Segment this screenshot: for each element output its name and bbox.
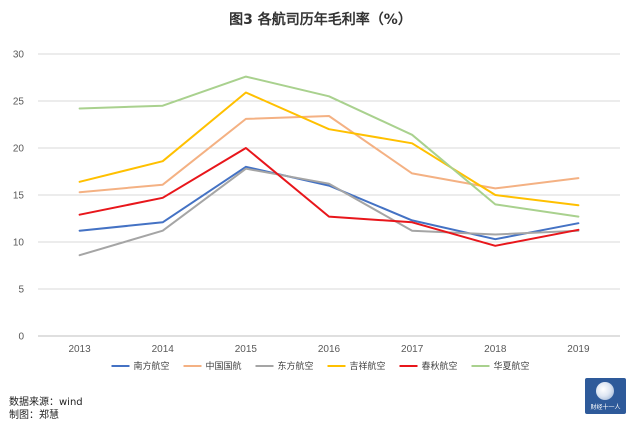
x-tick-label: 2013 xyxy=(68,344,91,355)
series-line-2 xyxy=(78,115,580,194)
x-tick-label: 2018 xyxy=(484,344,507,355)
y-tick-label: 30 xyxy=(13,50,25,61)
x-tick-label: 2015 xyxy=(235,344,258,355)
series-line-1 xyxy=(78,165,580,241)
legend-label: 中国国航 xyxy=(206,360,242,372)
legend-label: 华夏航空 xyxy=(494,360,530,372)
legend-label: 东方航空 xyxy=(278,360,314,372)
y-tick-label: 20 xyxy=(13,144,25,155)
series-line-3 xyxy=(78,167,580,257)
x-tick-label: 2017 xyxy=(401,344,424,355)
x-tick-label: 2016 xyxy=(318,344,341,355)
legend-label: 春秋航空 xyxy=(422,360,458,372)
publisher-logo: 财经十一人 xyxy=(585,378,626,414)
legend-label: 吉祥航空 xyxy=(350,360,386,372)
series-line-5 xyxy=(78,147,580,247)
y-tick-label: 5 xyxy=(18,285,24,296)
y-tick-label: 25 xyxy=(13,97,25,108)
legend-label: 南方航空 xyxy=(134,360,170,372)
y-tick-label: 15 xyxy=(13,191,25,202)
globe-icon xyxy=(596,382,614,400)
source-note: 数据来源：wind xyxy=(9,397,83,408)
chart-title: 图3 各航司历年毛利率（%） xyxy=(229,12,412,28)
author-note: 制图：郑慧 xyxy=(9,410,59,421)
x-tick-label: 2014 xyxy=(152,344,175,355)
axes: 0 5 10 15 20 25 30 2013 2014 2015 2016 2017 2018 2019 xyxy=(13,50,620,355)
y-tick-label: 0 xyxy=(18,332,24,343)
y-tick-label: 10 xyxy=(13,238,25,249)
series-line-4 xyxy=(78,91,580,207)
series-line-6 xyxy=(78,75,580,218)
legend: 南方航空 中国国航 东方航空 吉祥航空 春秋航空 华夏航空 xyxy=(111,360,530,372)
logo-text: 财经十一人 xyxy=(590,404,621,411)
x-tick-label: 2019 xyxy=(567,344,590,355)
gridlines xyxy=(38,53,620,290)
series-lines xyxy=(78,75,580,257)
